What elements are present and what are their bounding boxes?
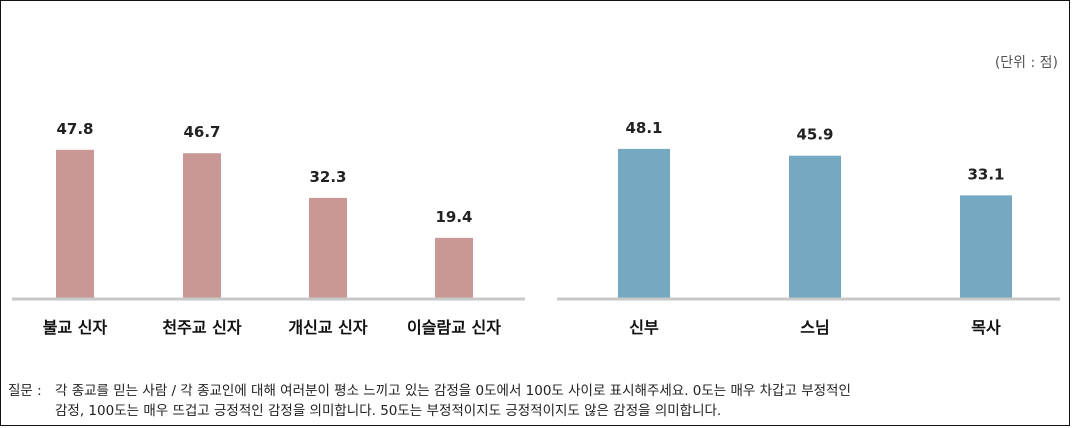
left-value-label-2: 46.7	[183, 123, 220, 141]
left-category-label-4: 이슬람교 신자	[407, 318, 501, 337]
left-category-label-3: 개신교 신자	[288, 318, 367, 337]
left-bar-3	[309, 197, 347, 298]
left-category-label-2: 천주교 신자	[162, 318, 241, 337]
left-bar-chart: 47.8 불교 신자 46.7 천주교 신자 32.3 개신교 신자 19.4 이슬람교 신자	[12, 120, 525, 337]
right-category-label-1: 신부	[629, 318, 659, 337]
right-value-label-1: 48.1	[625, 119, 662, 137]
right-category-label-2: 스님	[800, 318, 829, 337]
right-bar-1	[618, 148, 670, 298]
right-bar-3	[960, 195, 1012, 298]
note-body: 각 종교를 믿는 사람 / 각 종교인에 대해 여러분이 평소 느끼고 있는 감…	[55, 381, 1055, 421]
note-line-2: 감정, 100도는 매우 뜨겁고 긍정적인 감정을 의미합니다. 50도는 부정…	[55, 403, 722, 419]
right-value-label-3: 33.1	[967, 165, 1004, 183]
left-category-label-1: 불교 신자	[43, 318, 108, 337]
note-line-1: 각 종교를 믿는 사람 / 각 종교인에 대해 여러분이 평소 느끼고 있는 감…	[55, 383, 851, 399]
unit-label: (단위 : 점)	[994, 55, 1058, 71]
left-value-label-4: 19.4	[435, 208, 472, 226]
right-bar-2	[789, 155, 841, 298]
right-category-label-3: 목사	[971, 318, 1001, 337]
left-value-label-1: 47.8	[56, 120, 93, 138]
bar-charts: 47.8 불교 신자 46.7 천주교 신자 32.3 개신교 신자 19.4 이슬람교 신자…	[12, 119, 1060, 337]
right-value-label-2: 45.9	[796, 126, 833, 144]
right-bar-chart: 48.1 신부 45.9 스님 33.1 목사	[557, 119, 1060, 337]
left-bar-2	[183, 153, 221, 298]
left-value-label-3: 32.3	[309, 168, 346, 186]
note-prefix: 질문 :	[8, 383, 42, 399]
left-bar-4	[435, 237, 473, 298]
left-bar-1	[56, 149, 94, 298]
